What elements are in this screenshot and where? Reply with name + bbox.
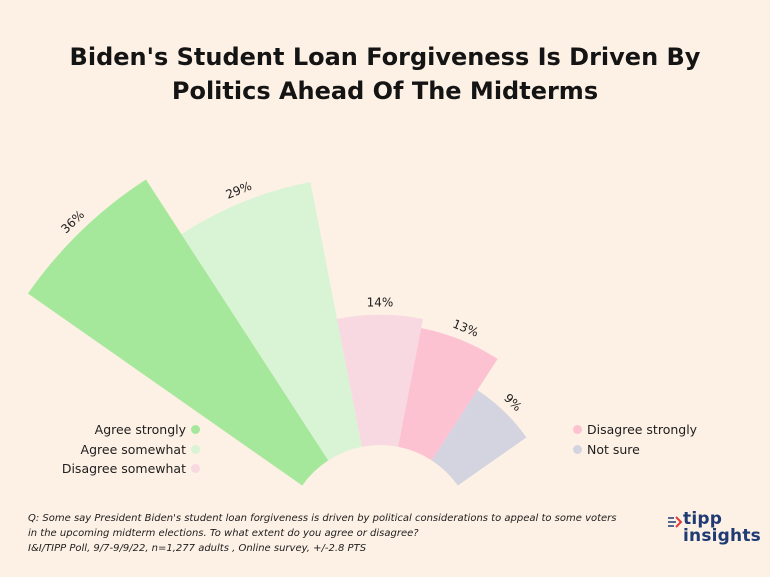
bar-agree-strongly bbox=[27, 179, 329, 486]
legend-item-agree-strongly: Agree strongly bbox=[20, 420, 200, 440]
bar-agree-somewhat bbox=[181, 182, 362, 461]
arrow-icon bbox=[668, 516, 682, 528]
tipp-insights-logo: tipp insights bbox=[668, 509, 763, 548]
legend-swatch bbox=[573, 425, 582, 435]
bar-not-sure bbox=[431, 390, 527, 486]
legend-swatch bbox=[573, 444, 582, 454]
chart-title-line-1: Biden's Student Loan Forgiveness Is Driv… bbox=[69, 43, 701, 71]
legend-item-agree-somewhat: Agree somewhat bbox=[20, 440, 200, 460]
legend-right: Disagree strongly Not sure bbox=[573, 420, 753, 459]
legend-swatch bbox=[191, 425, 200, 435]
logo-text-insights: insights bbox=[683, 526, 761, 546]
chart-title: Biden's Student Loan Forgiveness Is Driv… bbox=[0, 40, 770, 108]
footnote: Q: Some say President Biden's student lo… bbox=[28, 511, 648, 556]
legend-swatch bbox=[191, 464, 200, 474]
data-label: 13% bbox=[451, 317, 481, 340]
footnote-question-line-1: Q: Some say President Biden's student lo… bbox=[28, 513, 617, 524]
chart-title-line-2: Politics Ahead Of The Midterms bbox=[171, 77, 599, 105]
footnote-question-line-2: in the upcoming midterm elections. To wh… bbox=[28, 528, 419, 539]
footnote-source: I&I/TIPP Poll, 9/7-9/9/22, n=1,277 adult… bbox=[28, 543, 367, 554]
data-label: 29% bbox=[224, 179, 254, 202]
legend-item-disagree-somewhat: Disagree somewhat bbox=[20, 459, 200, 479]
legend-label: Agree somewhat bbox=[80, 441, 186, 457]
legend-item-not-sure: Not sure bbox=[573, 440, 753, 460]
legend-swatch bbox=[191, 444, 200, 454]
bar-disagree-somewhat bbox=[337, 314, 423, 447]
bar-disagree-strongly bbox=[398, 328, 498, 461]
logo-text-tipp: tipp bbox=[683, 509, 723, 529]
data-label: 14% bbox=[367, 295, 394, 309]
legend-left: Agree strongly Agree somewhat Disagree s… bbox=[20, 420, 200, 479]
legend-label: Disagree somewhat bbox=[61, 461, 186, 477]
data-label: 9% bbox=[501, 391, 524, 414]
legend-label: Disagree strongly bbox=[587, 422, 698, 438]
legend-label: Not sure bbox=[587, 441, 640, 457]
legend-label: Agree strongly bbox=[94, 422, 186, 438]
legend-item-disagree-strongly: Disagree strongly bbox=[573, 420, 753, 440]
